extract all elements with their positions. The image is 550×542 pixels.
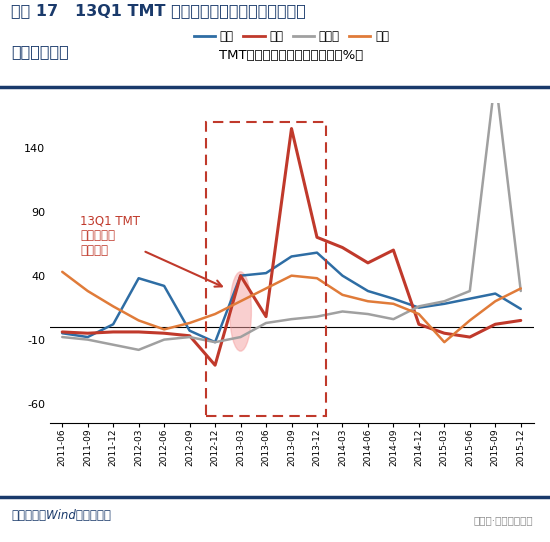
计算机 (135, 346, 142, 353)
通信 (416, 321, 422, 327)
传媒 (161, 326, 167, 333)
计算机 (390, 316, 397, 322)
通信 (59, 328, 65, 335)
Text: 图表 17   13Q1 TMT 业绩高增验证高景气，全年业绩: 图表 17 13Q1 TMT 业绩高增验证高景气，全年业绩 (11, 3, 306, 18)
电子 (314, 249, 320, 256)
计算机 (416, 303, 422, 309)
电子 (339, 273, 346, 279)
计算机 (365, 311, 371, 317)
电子 (110, 321, 117, 327)
通信 (314, 234, 320, 241)
通信 (237, 273, 244, 279)
Line: 计算机: 计算机 (62, 78, 521, 350)
传媒 (390, 301, 397, 307)
传媒 (288, 273, 295, 279)
传媒 (441, 339, 448, 345)
电子 (492, 291, 499, 297)
通信 (263, 313, 270, 320)
通信 (441, 330, 448, 337)
传媒 (59, 269, 65, 275)
传媒 (416, 311, 422, 317)
Text: 高增确立主线: 高增确立主线 (11, 44, 69, 59)
通信 (212, 362, 218, 369)
计算机 (466, 288, 473, 294)
通信 (518, 317, 524, 324)
电子 (263, 270, 270, 276)
计算机 (288, 316, 295, 322)
计算机 (492, 74, 499, 81)
计算机 (441, 298, 448, 305)
电子 (84, 334, 91, 340)
通信 (161, 330, 167, 337)
Line: 传媒: 传媒 (62, 272, 521, 342)
计算机 (212, 339, 218, 345)
电子 (441, 301, 448, 307)
传媒 (212, 311, 218, 317)
通信 (288, 125, 295, 132)
Legend: 电子, 通信, 计算机, 传媒: 电子, 通信, 计算机, 传媒 (189, 25, 394, 48)
电子 (390, 295, 397, 302)
电子 (186, 327, 193, 334)
计算机 (59, 334, 65, 340)
通信 (110, 328, 117, 335)
电子 (59, 330, 65, 337)
传媒 (186, 320, 193, 326)
电子 (416, 305, 422, 311)
电子 (518, 306, 524, 312)
传媒 (466, 317, 473, 324)
传媒 (518, 285, 524, 292)
传媒 (237, 298, 244, 305)
通信 (492, 321, 499, 327)
通信 (84, 330, 91, 337)
传媒 (314, 275, 320, 281)
Line: 通信: 通信 (62, 128, 521, 365)
电子 (237, 273, 244, 279)
传媒 (135, 317, 142, 324)
计算机 (110, 341, 117, 348)
计算机 (314, 313, 320, 320)
通信 (339, 244, 346, 251)
传媒 (110, 303, 117, 309)
计算机 (237, 334, 244, 340)
电子 (161, 282, 167, 289)
电子 (288, 253, 295, 260)
电子 (365, 288, 371, 294)
传媒 (339, 292, 346, 298)
Text: 13Q1 TMT
业绩高增验
证高景气: 13Q1 TMT 业绩高增验 证高景气 (80, 214, 222, 287)
计算机 (263, 320, 270, 326)
Text: 公众号·姚佩策略探索: 公众号·姚佩策略探索 (474, 515, 534, 525)
电子 (212, 339, 218, 345)
Text: 资料来源：Wind，华创证券: 资料来源：Wind，华创证券 (11, 509, 111, 521)
计算机 (161, 337, 167, 343)
通信 (466, 334, 473, 340)
通信 (186, 333, 193, 339)
Line: 电子: 电子 (62, 253, 521, 342)
电子 (135, 275, 142, 281)
传媒 (84, 288, 91, 294)
电子 (466, 295, 473, 302)
Ellipse shape (230, 272, 251, 351)
通信 (390, 247, 397, 253)
计算机 (84, 337, 91, 343)
通信 (135, 328, 142, 335)
Title: TMT行业归母净利润同比增速（%）: TMT行业归母净利润同比增速（%） (219, 49, 364, 62)
传媒 (365, 298, 371, 305)
Bar (206, 122, 326, 416)
计算机 (186, 334, 193, 340)
计算机 (339, 308, 346, 315)
通信 (365, 260, 371, 266)
传媒 (263, 285, 270, 292)
传媒 (492, 298, 499, 305)
计算机 (518, 288, 524, 294)
